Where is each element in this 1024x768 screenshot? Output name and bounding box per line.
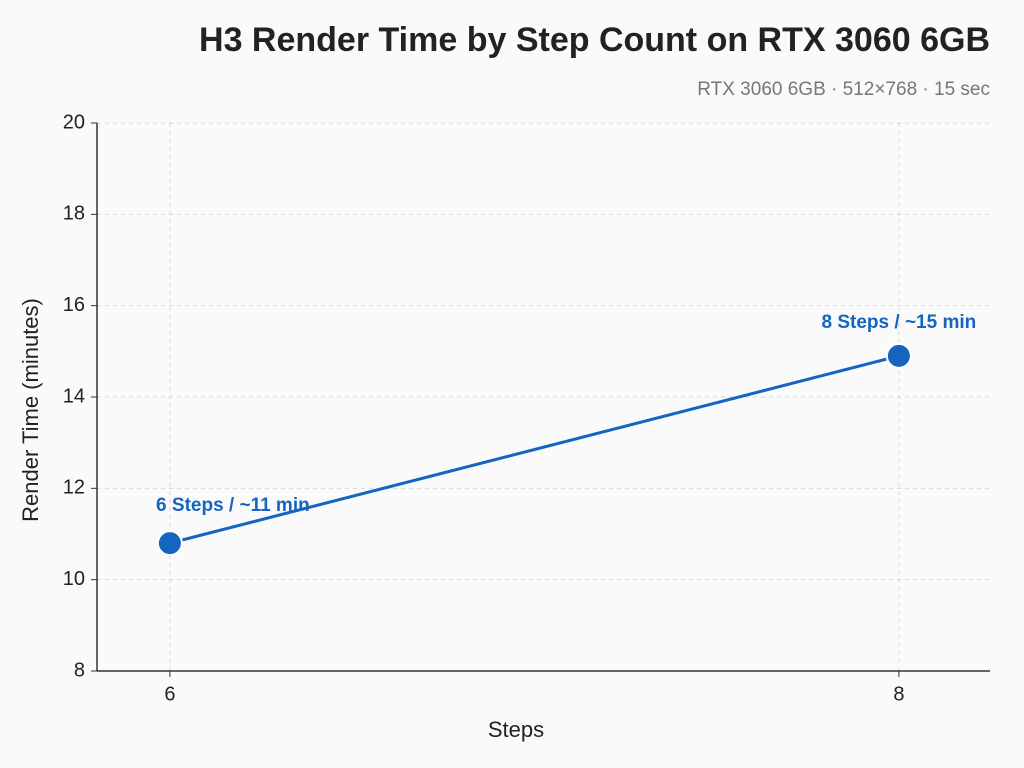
data-label: 6 Steps / ~11 min — [156, 495, 310, 516]
y-axis-label: Render Time (minutes) — [18, 298, 43, 522]
x-tick-label: 6 — [164, 683, 175, 705]
data-line — [169, 354, 900, 545]
chart-subtitle: RTX 3060 6GB · 512×768 · 15 sec — [697, 79, 990, 100]
data-point — [885, 342, 912, 369]
x-tick-label: 8 — [893, 683, 904, 705]
y-tick-label: 8 — [74, 659, 85, 681]
y-tick-label: 20 — [63, 111, 85, 133]
y-tick-label: 18 — [63, 203, 85, 225]
y-tick-label: 16 — [63, 294, 85, 316]
data-point — [156, 530, 183, 557]
x-axis-label: Steps — [488, 717, 544, 742]
chart-title: H3 Render Time by Step Count on RTX 3060… — [199, 21, 990, 59]
y-tick-label: 12 — [63, 477, 85, 499]
y-tick-label: 14 — [63, 385, 85, 407]
data-label: 8 Steps / ~15 min — [822, 312, 977, 333]
y-tick-label: 10 — [63, 568, 85, 590]
